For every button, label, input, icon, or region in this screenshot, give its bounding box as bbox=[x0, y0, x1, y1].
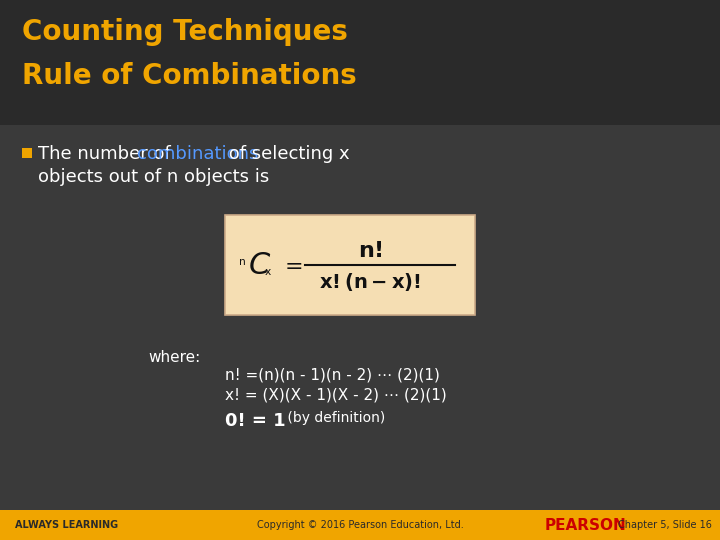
Text: (by definition): (by definition) bbox=[283, 411, 385, 425]
Text: $_{\mathregular{x}}$: $_{\mathregular{x}}$ bbox=[264, 262, 272, 278]
Text: $=$: $=$ bbox=[280, 255, 302, 275]
FancyBboxPatch shape bbox=[0, 510, 720, 540]
Text: PEARSON: PEARSON bbox=[545, 517, 626, 532]
FancyBboxPatch shape bbox=[22, 148, 32, 158]
Text: x! = (X)(X - 1)(X - 2) ⋯ (2)(1): x! = (X)(X - 1)(X - 2) ⋯ (2)(1) bbox=[225, 388, 446, 403]
Text: $\mathbf{n!}$: $\mathbf{n!}$ bbox=[358, 241, 382, 261]
FancyBboxPatch shape bbox=[0, 0, 720, 125]
Text: Counting Techniques: Counting Techniques bbox=[22, 18, 348, 46]
Text: $_{\mathregular{n}}$: $_{\mathregular{n}}$ bbox=[238, 253, 246, 268]
Text: $\mathbf{x!(n-x)!}$: $\mathbf{x!(n-x)!}$ bbox=[319, 271, 420, 293]
Text: combinations: combinations bbox=[138, 145, 258, 163]
Text: objects out of n objects is: objects out of n objects is bbox=[38, 168, 269, 186]
Text: $C$: $C$ bbox=[248, 249, 271, 280]
FancyBboxPatch shape bbox=[225, 215, 475, 315]
Text: ALWAYS LEARNING: ALWAYS LEARNING bbox=[15, 520, 118, 530]
Text: 0! = 1: 0! = 1 bbox=[225, 412, 286, 430]
Text: n! =(n)(n - 1)(n - 2) ⋯ (2)(1): n! =(n)(n - 1)(n - 2) ⋯ (2)(1) bbox=[225, 368, 440, 383]
Text: of selecting x: of selecting x bbox=[222, 145, 349, 163]
Text: Rule of Combinations: Rule of Combinations bbox=[22, 62, 356, 90]
Text: Chapter 5, Slide 16: Chapter 5, Slide 16 bbox=[618, 520, 712, 530]
Text: The number of: The number of bbox=[38, 145, 176, 163]
Text: Copyright © 2016 Pearson Education, Ltd.: Copyright © 2016 Pearson Education, Ltd. bbox=[256, 520, 464, 530]
Text: where:: where: bbox=[148, 350, 200, 365]
